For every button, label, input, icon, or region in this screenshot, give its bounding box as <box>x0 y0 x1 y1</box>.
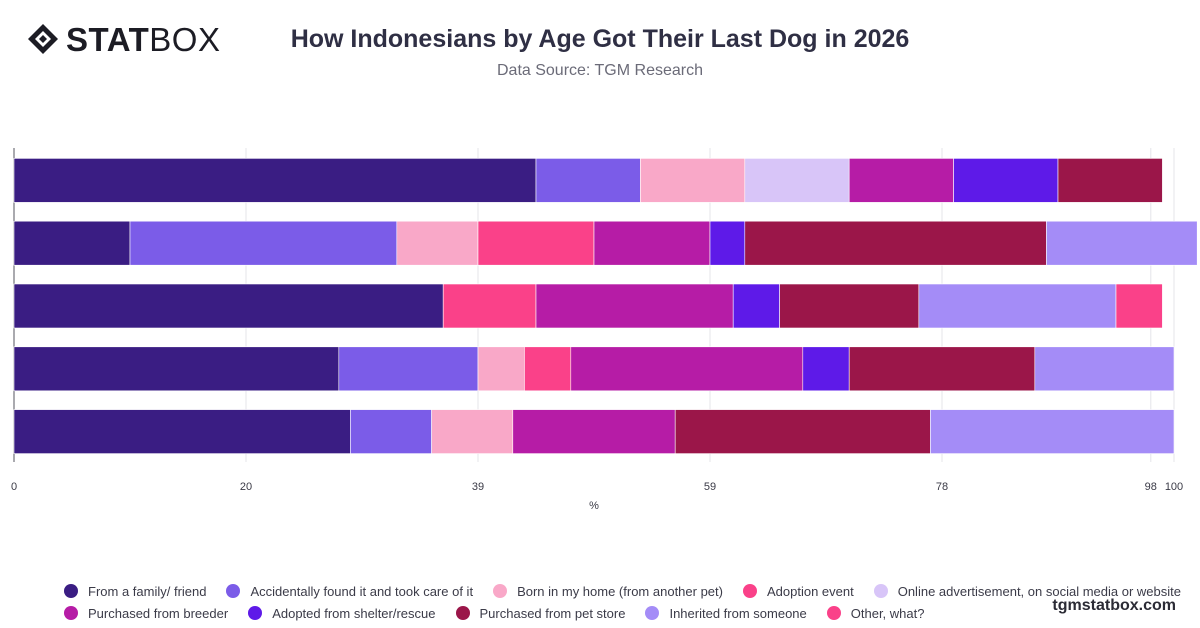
legend-item[interactable]: Adopted from shelter/rescue <box>248 605 436 621</box>
bar-segment <box>1057 158 1163 203</box>
legend-swatch <box>645 606 660 620</box>
bar-segment <box>477 220 595 266</box>
bar-segment <box>13 158 537 203</box>
bar-segment <box>512 409 676 454</box>
statbox-diamond-icon <box>28 24 58 54</box>
legend-item[interactable]: Inherited from someone <box>645 605 807 621</box>
bar-segment <box>953 158 1059 203</box>
logo-wordmark: STATBOX <box>66 23 220 56</box>
legend-item[interactable]: From a family/ friend <box>64 584 206 599</box>
legend-swatch <box>873 584 888 598</box>
bar-segment <box>779 283 920 329</box>
legend-item[interactable]: Accidentally found it and took care of i… <box>226 584 473 599</box>
bar-segment <box>13 283 444 329</box>
legend-swatch <box>64 606 78 620</box>
legend-label: Other, what? <box>850 605 925 621</box>
x-tick-label: 39 <box>472 481 484 493</box>
bars <box>13 158 1198 454</box>
watermark: tgmstatbox.com <box>1052 597 1176 614</box>
legend-item[interactable]: Other, what? <box>826 605 925 621</box>
bar-segment <box>570 346 804 392</box>
bar-segment <box>13 346 340 392</box>
legend-label: Online advertisement, on social media or… <box>897 583 1181 599</box>
legend-item[interactable]: Purchased from pet store <box>455 605 626 621</box>
bar-segment <box>930 409 1175 454</box>
bar-segment <box>593 220 711 266</box>
bar-segment <box>431 409 514 454</box>
x-axis-label: % <box>589 500 599 512</box>
legend-label: Purchased from pet store <box>479 605 626 621</box>
bar-segment <box>13 409 351 454</box>
legend-swatch <box>248 606 263 620</box>
x-tick-label: 98 <box>1145 481 1157 493</box>
bar-segment <box>1034 346 1175 392</box>
x-tick-label: 0 <box>11 481 17 493</box>
bar-segment <box>744 158 850 203</box>
statbox-logo: STATBOX <box>26 22 220 56</box>
chart-title: How Indonesians by Age Got Their Last Do… <box>290 25 910 53</box>
bar-segment <box>396 220 479 266</box>
x-tick-label: 20 <box>240 481 252 493</box>
legend-row: Purchased from breeder Adopted from shelt… <box>64 602 1164 624</box>
chart-subtitle: Data Source: TGM Research <box>496 62 703 79</box>
bar-segment <box>674 409 931 454</box>
x-axis-ticks: 0 20 39 59 78 98 100 <box>11 481 1183 493</box>
logo-text-bold: STAT <box>66 20 150 58</box>
bar-segment <box>338 346 479 392</box>
bar-segment <box>640 158 746 203</box>
legend-swatch <box>455 606 470 620</box>
bar-segment <box>709 220 746 266</box>
legend-label: Accidentally found it and took care of i… <box>250 583 474 599</box>
bar-segment <box>524 346 572 392</box>
legend-item[interactable]: Born in my home (from another pet) <box>493 584 723 599</box>
legend-item[interactable]: Purchased from breeder <box>64 606 228 621</box>
x-tick-label: 100 <box>1165 481 1183 493</box>
bar-segment <box>442 283 537 329</box>
legend-swatch <box>742 584 757 598</box>
legend-swatch <box>226 584 241 598</box>
legend-swatch <box>493 584 508 598</box>
bar-segment <box>744 220 1047 266</box>
bar-segment <box>848 158 954 203</box>
legend-label: Inherited from someone <box>669 605 807 621</box>
legend-label: Adopted from shelter/rescue <box>272 605 436 621</box>
legend-swatch <box>826 606 841 620</box>
bar-segment <box>129 220 398 266</box>
logo-text-regular: BOX <box>149 20 221 58</box>
legend-item[interactable]: Adoption event <box>742 583 854 599</box>
legend-row: From a family/ friend Accidentally found … <box>64 580 1181 602</box>
bar-segment <box>1115 283 1163 329</box>
legend-label: Purchased from breeder <box>88 605 229 621</box>
bar-segment <box>1046 220 1198 266</box>
bar-segment <box>13 220 131 266</box>
legend-label: From a family/ friend <box>88 583 207 599</box>
legend-label: Adoption event <box>766 583 854 599</box>
bar-segment <box>477 346 525 392</box>
bar-segment <box>535 283 734 329</box>
bar-segment <box>848 346 1036 392</box>
legend-item[interactable]: Online advertisement, on social media or… <box>873 583 1181 599</box>
legend-label: Born in my home (from another pet) <box>517 583 723 599</box>
bar-segment <box>350 409 432 454</box>
bar-segment <box>732 283 780 329</box>
bar-segment <box>802 346 850 392</box>
bar-segment <box>918 283 1117 329</box>
x-tick-label: 78 <box>936 481 948 493</box>
legend-swatch <box>64 584 78 598</box>
legend: From a family/ friend Accidentally found … <box>64 580 1181 624</box>
bar-segment <box>535 158 641 203</box>
x-tick-label: 59 <box>704 481 716 493</box>
